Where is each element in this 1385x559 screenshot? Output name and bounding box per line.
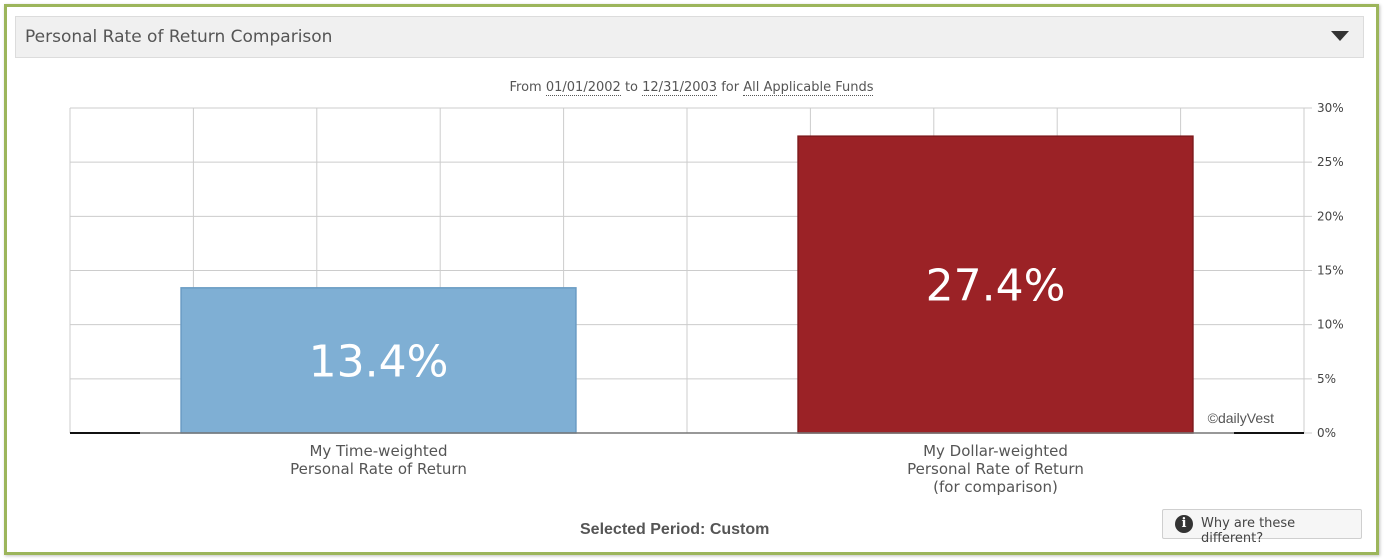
- y-tick-label: 15%: [1317, 264, 1344, 278]
- x-tick-label: My Time-weighted: [309, 442, 447, 460]
- chart-subtitle: From 01/01/2002 to 12/31/2003 for All Ap…: [7, 80, 1376, 96]
- x-tick-label: Personal Rate of Return: [907, 460, 1084, 478]
- bar-chart: 0% 5% 10% 15% 20% 25% 30% 13.4% My Time-weighted…: [69, 101, 1344, 496]
- panel-title: Personal Rate of Return Comparison: [25, 27, 333, 47]
- bar-value-label: 13.4%: [309, 336, 449, 387]
- funds-link[interactable]: All Applicable Funds: [743, 80, 874, 96]
- x-tick-label: Personal Rate of Return: [290, 460, 467, 478]
- panel-header[interactable]: Personal Rate of Return Comparison: [15, 16, 1364, 58]
- to-label: to: [624, 80, 638, 95]
- bar-2: [797, 135, 1194, 434]
- y-tick-label: 0%: [1317, 426, 1336, 440]
- info-icon: i: [1175, 515, 1193, 533]
- y-tick-label: 10%: [1317, 318, 1344, 332]
- selected-period: Selected Period: Custom: [580, 521, 770, 538]
- why-different-button[interactable]: i Why are these different?: [1162, 509, 1362, 546]
- triangle-down-icon[interactable]: [1331, 31, 1349, 41]
- x-tick-label: (for comparison): [933, 478, 1058, 496]
- y-tick-label: 30%: [1317, 101, 1344, 115]
- y-tick-label: 20%: [1317, 209, 1344, 223]
- bar-value-label: 27.4%: [926, 261, 1066, 312]
- from-label: From: [509, 80, 542, 95]
- watermark: ©dailyVest: [1208, 410, 1274, 426]
- bar-1: [180, 287, 577, 434]
- start-date-link[interactable]: 01/01/2002: [545, 80, 621, 96]
- x-tick-label: My Dollar-weighted: [923, 442, 1068, 460]
- why-different-label: Why are these different?: [1201, 516, 1296, 546]
- end-date-link[interactable]: 12/31/2003: [642, 80, 718, 96]
- y-tick-label: 5%: [1317, 372, 1336, 386]
- chart-panel: Personal Rate of Return Comparison From …: [4, 4, 1379, 555]
- y-tick-label: 25%: [1317, 155, 1344, 169]
- for-label: for: [721, 80, 740, 95]
